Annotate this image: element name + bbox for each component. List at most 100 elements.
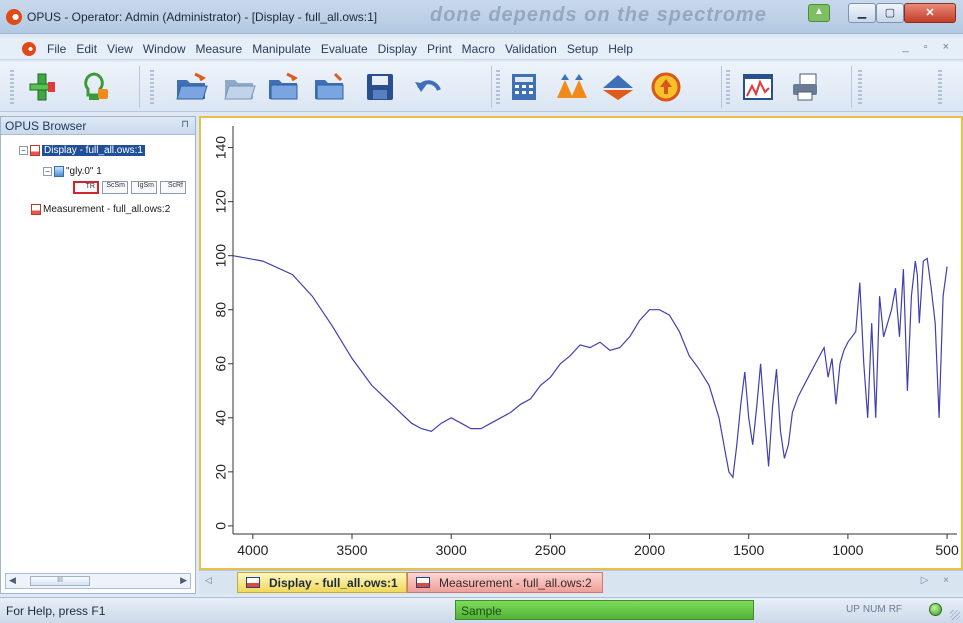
x-tick-label: 3000	[436, 542, 467, 558]
scroll-right-icon[interactable]: ▶	[180, 575, 187, 585]
tree-item-spectrum[interactable]: − "gly.0" 1	[43, 166, 102, 177]
y-tick-label: 80	[213, 302, 229, 318]
pin-icon[interactable]: ⊓	[181, 119, 189, 130]
indicator-rf: RF	[888, 604, 903, 615]
open-folder-multi-icon[interactable]	[222, 69, 258, 105]
tab-label: Display - full_all.ows:1	[269, 575, 398, 590]
tree-item-label: Display - full_all.ows:1	[42, 145, 145, 156]
menu-validation[interactable]: Validation	[505, 42, 557, 56]
collapse-icon[interactable]: −	[19, 146, 28, 155]
spectrum-window-icon[interactable]	[740, 69, 776, 105]
collapse-icon[interactable]: −	[43, 167, 52, 176]
opus-browser-panel: OPUS Browser ⊓ − Display - full_all.ows:…	[0, 116, 196, 594]
status-help-text: For Help, press F1	[6, 604, 106, 618]
toolbar-grip[interactable]	[150, 70, 154, 106]
toolbar-grip[interactable]	[10, 70, 14, 106]
calculator-icon[interactable]	[506, 69, 542, 105]
y-tick-label: 20	[213, 464, 229, 480]
tab-label: Measurement - full_all.ows:2	[439, 575, 592, 590]
x-tick-label: 1000	[832, 542, 863, 558]
resize-grip[interactable]	[950, 610, 960, 620]
menu-edit[interactable]: Edit	[76, 42, 98, 56]
x-tick-label: 2000	[634, 542, 665, 558]
menu-print[interactable]: Print	[426, 42, 452, 56]
x-tick-label: 500	[935, 542, 959, 558]
target-icon[interactable]	[648, 69, 684, 105]
spectrum-block-scsm[interactable]: ScSm	[102, 181, 128, 194]
menu-window[interactable]: Window	[142, 42, 186, 56]
toolbar-group-measure	[10, 66, 140, 108]
toolbar-group-file	[150, 66, 492, 108]
display-window[interactable]: 4000 3500 3000 2500 2000 1500 1000 500 0 20 40 60 80…	[199, 116, 963, 570]
measurement-file-icon	[31, 204, 41, 215]
maximize-button[interactable]: ▢	[876, 3, 904, 23]
x-tick-label: 4000	[237, 542, 268, 558]
scroll-left-icon[interactable]: ◀	[9, 575, 16, 585]
toolbar-group-end	[938, 66, 958, 108]
menu-setup[interactable]: Setup	[566, 42, 599, 56]
menu-file[interactable]: File	[47, 42, 67, 56]
bulb-icon[interactable]	[76, 69, 112, 105]
spectrum-block-igsm[interactable]: IgSm	[131, 181, 157, 194]
status-led-icon	[929, 603, 942, 616]
tree-item-display[interactable]: − Display - full_all.ows:1	[19, 145, 145, 156]
mdi-controls[interactable]: _ ▫ ×	[902, 41, 955, 53]
toolbar-grip[interactable]	[858, 70, 862, 106]
indicator-num: NUM	[862, 604, 886, 615]
toolbar-grip[interactable]	[726, 70, 730, 106]
x-tick-label: 1500	[733, 542, 764, 558]
y-tick-label: 0	[213, 522, 229, 530]
horizontal-scrollbar[interactable]: ◀ III ▶	[5, 573, 191, 589]
menu-manipulate[interactable]: Manipulate	[252, 42, 311, 56]
status-progress-bar: Sample	[455, 600, 754, 620]
scroll-thumb[interactable]: III	[30, 576, 90, 586]
peak-pick-icon[interactable]	[554, 69, 590, 105]
toolbar-group-evaluate	[496, 66, 722, 108]
load-folder-icon[interactable]	[266, 69, 302, 105]
tree-item-measurement[interactable]: Measurement - full_all.ows:2	[31, 204, 170, 215]
spectrum-block-tr[interactable]: TR	[73, 181, 99, 194]
baseline-icon[interactable]	[600, 69, 636, 105]
minimize-button[interactable]: ▁	[848, 3, 876, 23]
y-tick-label: 40	[213, 410, 229, 426]
toolbar-grip[interactable]	[496, 70, 500, 106]
tab-display[interactable]: Display - full_all.ows:1	[237, 572, 407, 593]
display-file-icon	[30, 145, 40, 156]
menu-items: File Edit View Window Measure Manipulate…	[42, 38, 638, 60]
close-button[interactable]: ✕	[904, 3, 956, 23]
upload-icon[interactable]	[808, 4, 830, 22]
toolbar	[0, 62, 963, 112]
indicator-up: UP	[846, 604, 860, 615]
browser-header: OPUS Browser ⊓	[1, 117, 195, 135]
menu-display[interactable]: Display	[377, 42, 417, 56]
tab-scroll-icon[interactable]: ◁	[205, 575, 212, 585]
document-tab-bar: ◁ Display - full_all.ows:1 Measurement -…	[199, 570, 963, 594]
progress-label: Sample	[461, 604, 502, 618]
print-icon[interactable]	[788, 69, 824, 105]
menu-help[interactable]: Help	[608, 42, 633, 56]
menu-view[interactable]: View	[107, 42, 133, 56]
tree-item-label: "gly.0" 1	[66, 166, 102, 177]
undo-icon[interactable]	[410, 69, 446, 105]
y-tick-label: 100	[213, 244, 229, 268]
menu-macro[interactable]: Macro	[461, 42, 496, 56]
toolbar-grip[interactable]	[938, 70, 942, 106]
spectrum-plot[interactable]: 4000 3500 3000 2500 2000 1500 1000 500 0 20 40 60 80…	[201, 118, 961, 568]
y-tick-label: 140	[213, 136, 229, 160]
load-folder-2-icon[interactable]	[312, 69, 348, 105]
status-indicators: UP NUM RF	[846, 604, 902, 615]
spectrum-block-scrf[interactable]: ScRf	[160, 181, 186, 194]
tab-controls[interactable]: ▷ ×	[920, 575, 955, 586]
browser-title: OPUS Browser	[5, 119, 87, 133]
menu-evaluate[interactable]: Evaluate	[320, 42, 368, 56]
opus-logo-icon	[6, 9, 22, 25]
spectrum-line[interactable]	[232, 255, 948, 479]
tab-measurement[interactable]: Measurement - full_all.ows:2	[407, 572, 603, 593]
save-icon[interactable]	[362, 69, 398, 105]
background-ghost-text: done depends on the spectrome	[430, 4, 767, 26]
menu-measure[interactable]: Measure	[195, 42, 243, 56]
opus-menu-icon[interactable]	[22, 42, 36, 56]
y-tick-label: 120	[213, 190, 229, 214]
measure-icon[interactable]	[24, 69, 60, 105]
open-folder-icon[interactable]	[174, 69, 210, 105]
